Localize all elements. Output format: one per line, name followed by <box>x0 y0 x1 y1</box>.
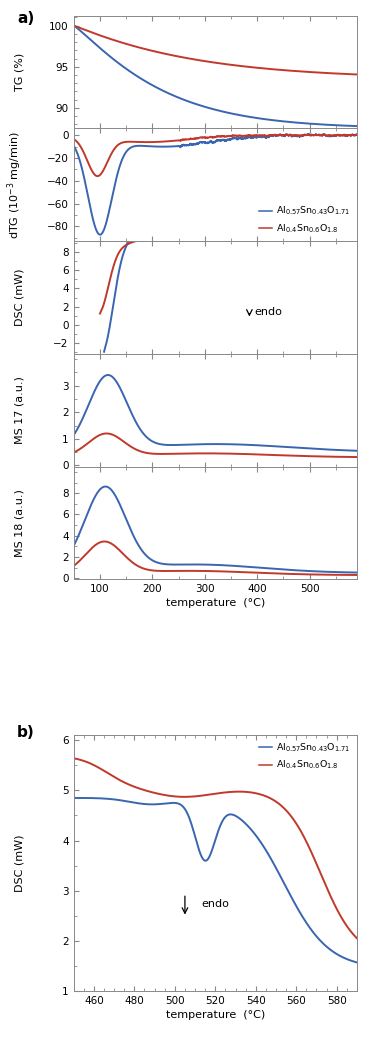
Text: endo: endo <box>201 899 229 908</box>
Text: b): b) <box>17 725 35 740</box>
Text: a): a) <box>17 12 34 26</box>
Legend: Al$_{0.57}$Sn$_{0.43}$O$_{1.71}$, Al$_{0.4}$Sn$_{0.6}$O$_{1.8}$: Al$_{0.57}$Sn$_{0.43}$O$_{1.71}$, Al$_{0… <box>257 202 352 236</box>
Y-axis label: DSC (mW): DSC (mW) <box>14 269 24 326</box>
Text: endo: endo <box>255 307 283 317</box>
X-axis label: temperature  (°C): temperature (°C) <box>166 598 265 608</box>
X-axis label: temperature  (°C): temperature (°C) <box>166 1010 265 1021</box>
Y-axis label: DSC (mW): DSC (mW) <box>14 834 24 892</box>
Y-axis label: dTG (10$^{-3}$ mg/min): dTG (10$^{-3}$ mg/min) <box>6 131 24 239</box>
Y-axis label: MS 17 (a.u.): MS 17 (a.u.) <box>14 377 24 444</box>
Y-axis label: TG (%): TG (%) <box>14 52 24 91</box>
Legend: Al$_{0.57}$Sn$_{0.43}$O$_{1.71}$, Al$_{0.4}$Sn$_{0.6}$O$_{1.8}$: Al$_{0.57}$Sn$_{0.43}$O$_{1.71}$, Al$_{0… <box>257 740 352 773</box>
Y-axis label: MS 18 (a.u.): MS 18 (a.u.) <box>14 489 24 557</box>
